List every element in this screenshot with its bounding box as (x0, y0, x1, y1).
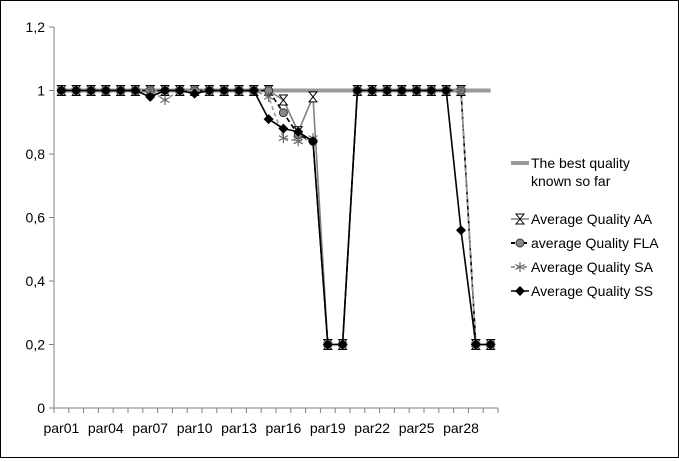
data-point-ss (100, 85, 111, 96)
x-tick-label: par10 (177, 420, 213, 436)
data-point-ss (456, 225, 466, 236)
x-tick-label: par04 (88, 420, 124, 436)
data-point-ss (278, 123, 289, 134)
legend-swatch-sa (511, 262, 529, 272)
legend-item-ss: Average Quality SS (511, 282, 676, 306)
data-point-ss (337, 339, 348, 350)
data-point-ss (219, 85, 230, 96)
data-point-ss (160, 85, 170, 96)
legend-label-sa: Average Quality SA (531, 259, 653, 275)
series-line-fla (61, 89, 491, 346)
data-point-sa (160, 95, 170, 106)
legend-swatch-fla (511, 238, 529, 248)
data-point-ss (71, 85, 82, 96)
x-tick-label: par28 (443, 420, 479, 436)
data-point-aa (307, 91, 319, 103)
legend-label-ss: Average Quality SS (531, 283, 653, 299)
series-line-aa (61, 89, 491, 346)
data-point-ss (293, 126, 304, 137)
data-point-ss (130, 85, 141, 96)
x-tick-label: par25 (399, 420, 435, 436)
y-tick-label: 1 (37, 83, 45, 99)
data-point-ss (352, 85, 363, 96)
legend-label-fla: average Quality FLA (531, 235, 659, 251)
data-point-ss (204, 85, 215, 96)
data-point-ss (426, 85, 437, 96)
legend-swatch-ss (511, 286, 529, 296)
y-tick-label: 0,6 (26, 210, 46, 226)
y-tick-label: 0 (37, 400, 45, 416)
y-tick-label: 0,8 (26, 146, 46, 162)
data-point-sa (293, 136, 303, 147)
data-point-ss (470, 339, 481, 350)
data-point-fla (278, 108, 288, 118)
series-line-ss (61, 89, 491, 346)
data-point-sa (456, 85, 466, 96)
data-point-ss (145, 91, 156, 102)
data-point-ss (234, 85, 244, 96)
x-tick-label: par07 (132, 420, 168, 436)
legend-label-aa: Average Quality AA (531, 211, 653, 227)
legend-item-aa: Average Quality AA (511, 210, 676, 234)
legend-item-fla: average Quality FLA (511, 234, 676, 258)
data-point-ss (189, 88, 200, 99)
data-point-ss (174, 85, 185, 96)
data-point-ss (308, 136, 318, 147)
y-tick-label: 0,4 (26, 273, 46, 289)
data-point-ss (56, 85, 67, 96)
x-tick-label: par13 (221, 420, 257, 436)
data-point-ss (263, 114, 274, 125)
data-point-ss (396, 85, 407, 96)
x-tick-label: par22 (354, 420, 390, 436)
legend-label-best-known: The best quality known so far (531, 155, 630, 189)
x-tick-label: par01 (43, 420, 79, 436)
data-point-ss (115, 85, 126, 96)
data-point-aa (278, 94, 289, 106)
data-point-sa (263, 91, 274, 102)
data-point-sa (278, 133, 289, 144)
x-tick-label: par19 (310, 420, 346, 436)
series-line-sa (61, 89, 491, 346)
legend-item-sa: Average Quality SA (511, 258, 676, 282)
data-point-ss (485, 339, 496, 350)
data-point-ss (86, 85, 96, 96)
legend-swatch-aa (511, 213, 529, 225)
data-point-ss (382, 85, 392, 96)
legend-swatch-best-known (511, 161, 529, 165)
data-point-ss (322, 339, 333, 350)
y-tick-label: 0,2 (26, 337, 46, 353)
x-tick-label: par16 (265, 420, 301, 436)
data-point-ss (248, 85, 259, 96)
data-point-ss (441, 85, 452, 96)
data-point-ss (367, 85, 378, 96)
data-point-ss (411, 85, 422, 96)
legend-item-best-known: The best quality known so far (511, 154, 676, 210)
legend: The best quality known so far Average Qu… (511, 154, 676, 306)
y-tick-label: 1,2 (26, 19, 46, 35)
